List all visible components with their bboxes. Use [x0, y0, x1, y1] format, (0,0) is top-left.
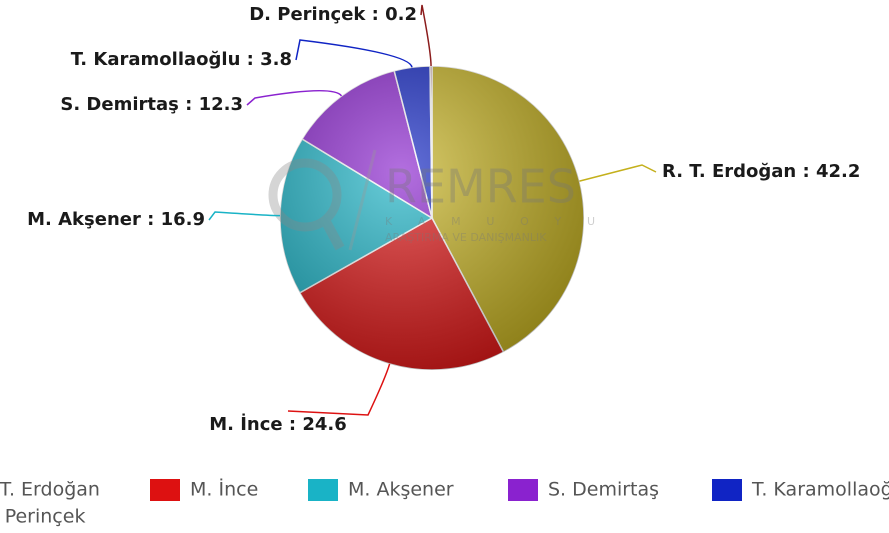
watermark-icon — [348, 149, 377, 251]
watermark: REMRES K A M U O Y U ARAŞTIRMA VE DANIŞM… — [268, 149, 595, 251]
data-label: R. T. Erdoğan : 42.2 — [662, 161, 860, 182]
legend-label: T. Karamollaoğlu — [751, 479, 889, 501]
data-label: M. İnce : 24.6 — [209, 413, 347, 435]
watermark-icon — [320, 217, 345, 251]
leader-line — [295, 39, 413, 68]
watermark-line: K A M U O Y U — [385, 215, 595, 228]
leader-line — [420, 4, 432, 67]
legend-swatch — [150, 479, 180, 501]
watermark-icon — [268, 158, 342, 232]
watermark-name: REMRES — [385, 160, 576, 214]
leader-line — [246, 90, 343, 106]
data-label: M. Akşener : 16.9 — [27, 209, 205, 230]
legend-label: M. Akşener — [348, 479, 454, 501]
legend-label: R. T. Erdoğan — [0, 479, 100, 501]
legend-label: M. İnce — [190, 478, 258, 501]
watermark-line: ARAŞTIRMA VE DANIŞMANLIK — [385, 231, 547, 244]
leader-line — [208, 211, 281, 221]
legend-swatch — [508, 479, 538, 501]
data-label: S. Demirtaş : 12.3 — [60, 94, 243, 115]
leader-line — [579, 164, 657, 182]
legend-label: D. Perinçek — [0, 506, 85, 528]
leader-line — [287, 363, 391, 416]
legend-swatch — [712, 479, 742, 501]
legend-swatch — [308, 479, 338, 501]
legend-label: S. Demirtaş — [548, 479, 659, 501]
data-label: T. Karamollaoğlu : 3.8 — [71, 49, 292, 70]
data-label: D. Perinçek : 0.2 — [249, 4, 417, 25]
